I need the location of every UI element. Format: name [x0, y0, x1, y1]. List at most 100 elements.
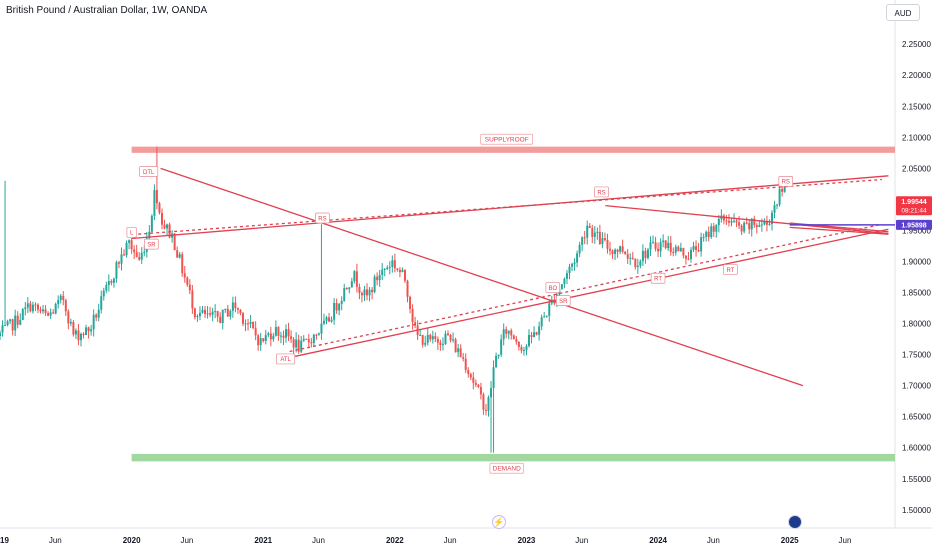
y-tick-label: 2.20000: [902, 71, 931, 80]
annotation-label: BO: [548, 286, 557, 292]
last-price-value: 1.99544: [901, 199, 926, 206]
candle-body: [710, 226, 713, 238]
candle-body: [133, 249, 136, 253]
candle-body: [196, 316, 199, 318]
candle-body: [507, 330, 510, 334]
annotation-box: [126, 226, 137, 238]
candle-body: [763, 221, 766, 225]
annotation-box: [723, 264, 738, 275]
candle-body: [715, 225, 718, 232]
candle-body: [560, 284, 563, 290]
trendline: [138, 178, 882, 235]
candle-body: [21, 309, 24, 320]
candle-body: [350, 281, 353, 288]
candle-body: [188, 284, 191, 291]
candle-body: [424, 342, 427, 345]
candle-body: [224, 308, 227, 310]
annotation-label: SR: [559, 299, 568, 305]
candle-body: [211, 311, 214, 315]
candle-body: [490, 387, 493, 398]
annotation-box: [139, 166, 159, 177]
candle-body: [469, 373, 472, 378]
y-tick-label: 1.55000: [902, 475, 931, 484]
candle-body: [548, 303, 551, 316]
candle-body: [262, 338, 265, 342]
candle-body: [69, 321, 72, 324]
candle-body: [90, 329, 93, 332]
annotation-box: [594, 186, 609, 198]
candle-body: [409, 296, 412, 309]
candle-body: [373, 276, 376, 293]
candle-body: [462, 357, 465, 359]
candle-body: [239, 309, 242, 314]
candle-body: [16, 315, 19, 325]
candle-body: [695, 246, 698, 251]
annotation-label: RT: [727, 268, 735, 274]
annotation-box: [778, 176, 794, 187]
y-tick-label: 1.75000: [902, 351, 931, 360]
candle-body: [64, 300, 67, 312]
lightning-icon[interactable]: ⚡: [492, 515, 506, 529]
candle-body: [525, 346, 528, 350]
candle-body: [6, 321, 9, 325]
x-tick-label: Jun: [575, 536, 588, 545]
candle-body: [226, 308, 229, 317]
candle-body: [783, 184, 786, 192]
candle-body: [252, 321, 255, 329]
x-tick-label: Jun: [312, 536, 325, 545]
currency-button[interactable]: AUD: [886, 4, 920, 21]
candle-body: [95, 314, 98, 318]
candle-body: [117, 262, 120, 264]
candle-body: [707, 231, 710, 238]
candle-body: [355, 271, 358, 287]
y-tick-label: 1.95000: [902, 226, 931, 235]
candle-body: [603, 238, 606, 240]
x-tick-label: 2022: [386, 536, 404, 545]
candle-body: [330, 319, 333, 322]
y-tick-label: 1.65000: [902, 413, 931, 422]
x-tick-label: Jun: [180, 536, 193, 545]
candle-body: [310, 342, 313, 344]
candle-body: [444, 333, 447, 345]
candle-body: [112, 278, 115, 283]
candle-body: [725, 220, 728, 222]
candle-body: [59, 295, 62, 300]
candle-body: [166, 224, 169, 229]
candle-body: [472, 377, 475, 383]
candle-body: [269, 333, 272, 340]
candle-body: [130, 240, 133, 250]
candle-body: [315, 334, 318, 336]
zone-label-box: [489, 462, 524, 474]
candle-body: [317, 333, 320, 335]
candle-body: [62, 295, 65, 301]
candle-body: [67, 311, 70, 324]
candle-body: [702, 236, 705, 238]
candle-body: [47, 312, 50, 316]
y-tick-label: 1.60000: [902, 444, 931, 453]
candle-body: [371, 289, 374, 293]
candle-body: [722, 215, 725, 221]
candle-body: [760, 224, 763, 226]
candle-body: [436, 339, 439, 343]
candle-body: [320, 323, 323, 334]
candle-body: [753, 218, 756, 225]
australia-flag-icon[interactable]: [788, 515, 802, 529]
y-tick-label: 1.80000: [902, 320, 931, 329]
candle-body: [403, 269, 406, 281]
trendline: [289, 223, 882, 353]
x-tick-label: Jun: [839, 536, 852, 545]
candle-body: [191, 290, 194, 309]
candle-body: [687, 258, 690, 260]
candle-body: [639, 261, 642, 266]
candle-body: [735, 220, 738, 223]
candle-body: [110, 281, 113, 283]
candle-body: [586, 225, 589, 238]
candle-body: [85, 327, 88, 336]
candle-body: [348, 287, 351, 290]
candle-body: [502, 329, 505, 340]
candle-body: [264, 335, 267, 342]
candle-body: [267, 333, 270, 336]
level-price-tag: [896, 219, 932, 230]
candle-body: [652, 242, 655, 244]
